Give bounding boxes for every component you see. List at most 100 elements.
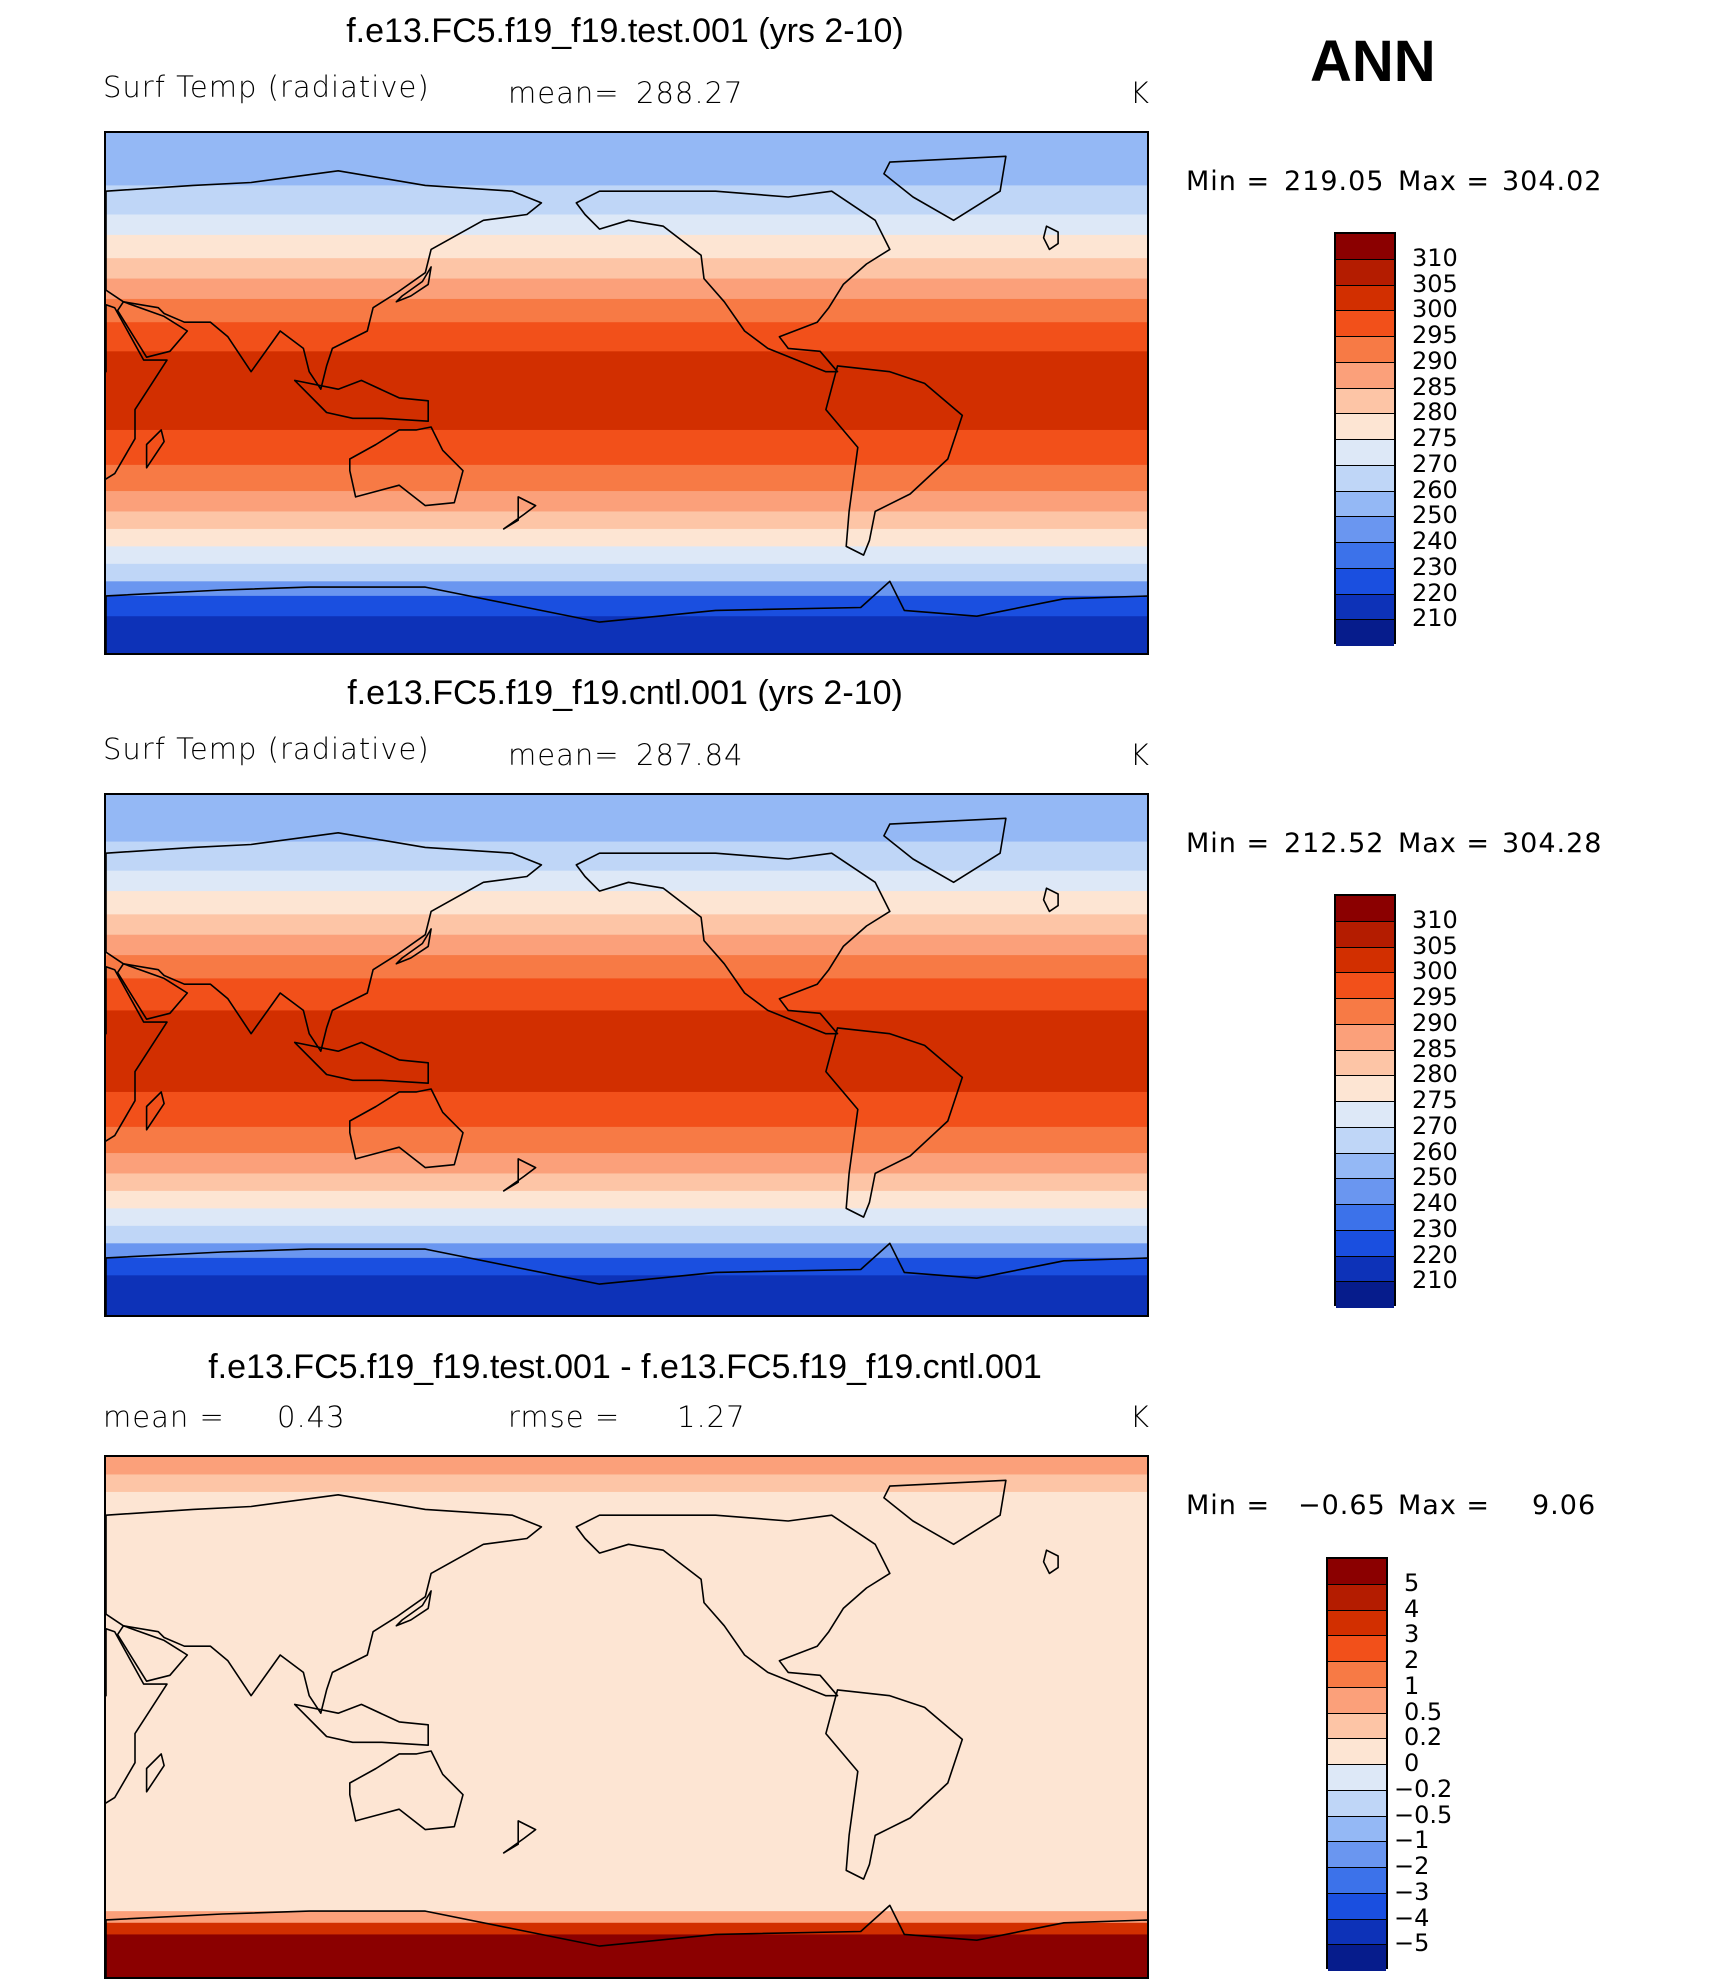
colorbar-level-label: 1 [1404, 1671, 1420, 1700]
colorbar-level-label: 4 [1404, 1594, 1420, 1623]
colorbar-cell [1336, 1230, 1394, 1257]
panel1-title: f.e13.FC5.f19_f19.test.001 (yrs 2-10) [346, 12, 904, 50]
colorbar-level-label: 3 [1404, 1620, 1420, 1649]
colorbar-level-label: 285 [1412, 372, 1458, 401]
panel3-mean-label: mean = [103, 1400, 225, 1434]
colorbar-level-label: 305 [1412, 931, 1458, 960]
panel1-units: K [1130, 76, 1151, 110]
panel3-min-label: Min = [1186, 1490, 1271, 1521]
panel3-min-value: −0.65 [1298, 1490, 1386, 1521]
coastline-greenland [883, 817, 1007, 884]
coastline-indonesia [293, 1041, 430, 1085]
coastline-northamerica [575, 1514, 891, 1697]
latitude-band-8 [106, 1010, 1147, 1093]
latitude-band-15 [106, 1225, 1147, 1244]
panel2-mean-value: 287.84 [636, 738, 744, 772]
colorbar-cell [1336, 1153, 1394, 1180]
latitude-band-4 [106, 914, 1147, 936]
colorbar-cell [1328, 1816, 1386, 1843]
latitude-band-2 [106, 214, 1147, 236]
colorbar-cell [1336, 921, 1394, 948]
coastline-japan [395, 928, 432, 965]
colorbar-level-label: 0.5 [1404, 1697, 1443, 1726]
panel2-mean-label: mean= [508, 738, 620, 772]
coastline-madagascar [145, 429, 165, 469]
coastline-madagascar [145, 1091, 165, 1131]
colorbar-level-label: 2 [1404, 1646, 1420, 1674]
colorbar-cell [1336, 1024, 1394, 1051]
coastline-northamerica [575, 190, 891, 373]
colorbar-cell [1336, 491, 1394, 518]
coastline-arabia [116, 301, 189, 358]
colorbar-cell [1336, 234, 1394, 260]
panel2-colorbar [1334, 894, 1396, 1308]
colorbar-cell [1328, 1687, 1386, 1714]
colorbar-level-label: 230 [1412, 1214, 1458, 1243]
colorbar-level-label: 270 [1412, 449, 1458, 478]
latitude-band-17 [106, 1257, 1147, 1276]
latitude-band-7 [106, 978, 1147, 1011]
latitude-band-3 [106, 234, 1147, 259]
colorbar-level-label: 275 [1412, 424, 1458, 452]
latitude-band-1 [106, 1474, 1147, 1493]
colorbar-level-label: 280 [1412, 1060, 1458, 1089]
colorbar-cell [1328, 1610, 1386, 1637]
latitude-band-11 [106, 491, 1147, 512]
panel2-title: f.e13.FC5.f19_f19.cntl.001 (yrs 2-10) [347, 674, 903, 712]
coastline-arabia [116, 1625, 189, 1682]
latitude-band-13 [106, 528, 1147, 547]
colorbar-level-label: 230 [1412, 552, 1458, 581]
colorbar-cell [1328, 1713, 1386, 1740]
colorbar-cell [1336, 337, 1394, 363]
latitude-band-7 [106, 322, 1147, 352]
colorbar-cell [1336, 973, 1394, 999]
colorbar-level-label: 310 [1412, 905, 1458, 934]
panel1-mean-value: 288.27 [636, 76, 744, 110]
panel2-max-label: Max = [1398, 828, 1491, 859]
map-svg [106, 1457, 1147, 1977]
colorbar-level-label: 250 [1412, 501, 1458, 530]
colorbar-level-label: −1 [1394, 1826, 1430, 1855]
panel3-map [104, 1455, 1149, 1979]
latitude-band-4 [106, 1922, 1147, 1935]
coastline-southamerica [825, 365, 964, 556]
colorbar-level-label: 270 [1412, 1111, 1458, 1140]
colorbar-cell [1336, 517, 1394, 543]
panel1-min-label: Min = [1186, 166, 1271, 197]
colorbar-level-label: 210 [1412, 604, 1458, 633]
panel1-mean-label: mean= [508, 76, 620, 110]
colorbar-cell [1328, 1945, 1386, 1971]
panel2-max-value: 304.28 [1502, 828, 1603, 859]
coastline-eurasia [106, 831, 543, 1053]
panel2-map [104, 793, 1149, 1317]
latitude-band-4 [106, 258, 1147, 280]
latitude-band-2 [106, 870, 1147, 892]
colorbar-level-label: 305 [1412, 269, 1458, 298]
coastline-australia [349, 1750, 464, 1831]
coastline-greenland [883, 1479, 1007, 1546]
coastline-uk [1042, 225, 1059, 251]
latitude-band-0 [106, 795, 1147, 843]
panel2-min-label: Min = [1186, 828, 1271, 859]
colorbar-level-label: 300 [1412, 957, 1458, 986]
colorbar-cell [1336, 1282, 1394, 1308]
colorbar-level-label: −2 [1394, 1852, 1430, 1880]
latitude-band-11 [106, 1153, 1147, 1174]
panel3-colorbar [1326, 1557, 1388, 1971]
latitude-band-3 [106, 1911, 1147, 1924]
latitude-band-12 [106, 1173, 1147, 1192]
colorbar-level-label: 295 [1412, 983, 1458, 1011]
colorbar-cell [1328, 1893, 1386, 1920]
colorbar-level-label: 295 [1412, 321, 1458, 349]
colorbar-level-label: 250 [1412, 1163, 1458, 1192]
coastline-nz [502, 1820, 537, 1854]
colorbar-cell [1328, 1842, 1386, 1868]
colorbar-level-label: 260 [1412, 1137, 1458, 1166]
coastline-nz [502, 496, 537, 530]
latitude-band-5 [106, 278, 1147, 300]
colorbar-level-label: 300 [1412, 295, 1458, 324]
coastline-japan [395, 1590, 432, 1627]
map-svg [106, 133, 1147, 653]
panel3-max-value: 9.06 [1532, 1490, 1597, 1521]
coastline-indonesia [293, 1703, 430, 1747]
